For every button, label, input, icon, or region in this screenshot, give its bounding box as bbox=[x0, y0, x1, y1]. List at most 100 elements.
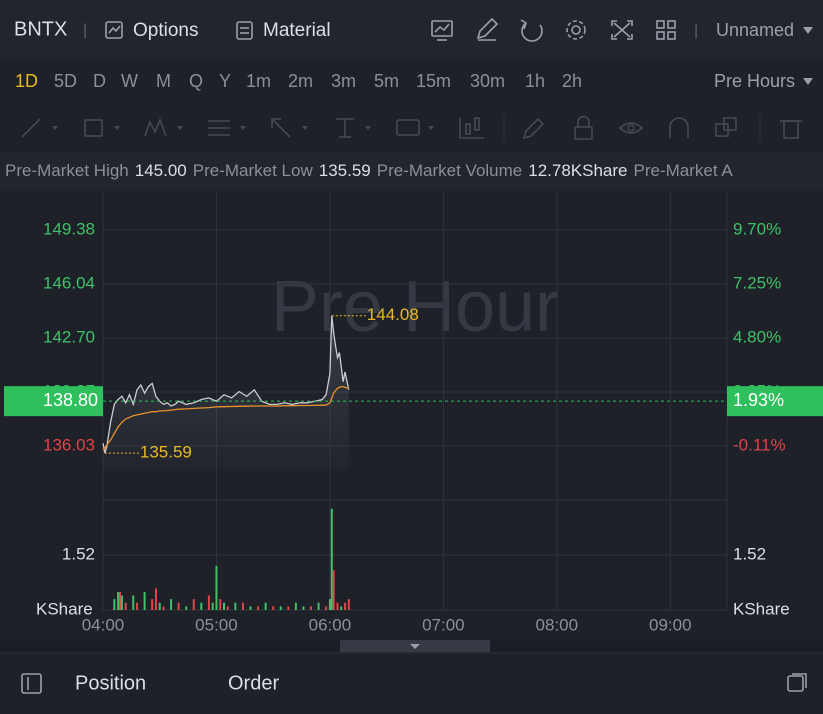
timeframe-button[interactable]: Y bbox=[219, 71, 231, 91]
volume-bar bbox=[294, 602, 297, 610]
low-annotation: 135.59 bbox=[140, 443, 192, 462]
price-area bbox=[103, 315, 349, 470]
stat-value: 135.59 bbox=[319, 161, 371, 180]
price-line bbox=[102, 315, 350, 454]
fullscreen-icon[interactable] bbox=[611, 20, 633, 40]
volume-bar bbox=[143, 591, 146, 610]
layout-name[interactable]: Unnamed bbox=[716, 20, 794, 40]
drawing-tools bbox=[21, 115, 802, 141]
options-button[interactable]: Options bbox=[133, 20, 198, 41]
volume-bar bbox=[340, 606, 343, 610]
volume-bar bbox=[241, 602, 244, 610]
x-tick-label: 04:00 bbox=[82, 615, 125, 634]
volume-bar bbox=[162, 606, 165, 610]
y-tick-label: 136.03 bbox=[43, 435, 95, 454]
current-change: 1.93% bbox=[733, 390, 784, 410]
volume-bar bbox=[154, 588, 157, 610]
volume-bar bbox=[132, 595, 135, 610]
volume-bar bbox=[336, 602, 339, 610]
position-tab[interactable]: Position bbox=[75, 672, 146, 694]
volume-bar bbox=[344, 602, 347, 610]
volume-bar bbox=[272, 606, 275, 610]
volume-bar bbox=[325, 606, 328, 610]
volume-bar bbox=[234, 602, 237, 610]
draw-icon[interactable] bbox=[476, 17, 499, 41]
timeframe-button[interactable]: W bbox=[121, 71, 138, 91]
volume-bar bbox=[219, 599, 222, 610]
volume-bar bbox=[223, 602, 226, 610]
current-price-tag bbox=[4, 386, 103, 417]
settings-icon[interactable] bbox=[566, 20, 586, 40]
y2-tick-label: 7.25% bbox=[733, 273, 781, 292]
timeframe-button[interactable]: Q bbox=[189, 71, 203, 91]
stats-line: Pre-Market High 145.00 Pre-Market Low 135.5… bbox=[5, 161, 733, 180]
volume-bar bbox=[120, 595, 123, 610]
stat-value: 12.78KShare bbox=[528, 161, 627, 180]
volume-bar bbox=[347, 599, 350, 610]
high-annotation: 144.08 bbox=[367, 305, 419, 324]
volume-unit: KShare bbox=[36, 599, 93, 618]
layout-icon[interactable] bbox=[656, 20, 676, 40]
window-icon[interactable] bbox=[787, 673, 807, 692]
scroll-caret[interactable] bbox=[410, 644, 420, 649]
timeframe-button[interactable]: 15m bbox=[416, 71, 451, 91]
volume-bar bbox=[119, 591, 122, 610]
volume-unit: KShare bbox=[733, 599, 790, 618]
volume-bar bbox=[117, 591, 120, 610]
timeframe-button[interactable]: M bbox=[156, 71, 171, 91]
x-tick-label: 09:00 bbox=[649, 615, 692, 634]
volume-bar bbox=[113, 599, 116, 610]
current-change-tag bbox=[727, 386, 823, 417]
separator: | bbox=[83, 22, 87, 39]
volume-bar bbox=[211, 602, 214, 610]
volume-bar bbox=[317, 602, 320, 610]
volume-bar bbox=[328, 599, 331, 610]
session-select[interactable]: Pre Hours bbox=[714, 71, 795, 91]
chart-icon[interactable] bbox=[431, 20, 453, 41]
timeframe-button[interactable]: 1D bbox=[15, 71, 38, 91]
volume-bar bbox=[207, 595, 210, 610]
volume-bar bbox=[302, 606, 305, 610]
dropdown-caret[interactable] bbox=[803, 27, 813, 34]
volume-bar bbox=[192, 599, 195, 610]
timeframe-button[interactable]: 1m bbox=[246, 71, 271, 91]
volume-bar bbox=[158, 602, 161, 610]
volume-bar bbox=[330, 508, 333, 610]
order-tab[interactable]: Order bbox=[228, 672, 279, 694]
options-icon[interactable] bbox=[105, 21, 123, 39]
y-tick-label: 142.70 bbox=[43, 328, 95, 347]
material-button[interactable]: Material bbox=[263, 20, 331, 41]
volume-bar bbox=[332, 570, 335, 610]
volume-bar bbox=[215, 565, 218, 610]
volume-bar bbox=[279, 606, 282, 610]
stat-label: Pre-Market Low bbox=[193, 161, 314, 180]
timeframe-button[interactable]: D bbox=[93, 71, 106, 91]
x-tick-label: 05:00 bbox=[195, 615, 238, 634]
timeframe-button[interactable]: 5m bbox=[374, 71, 399, 91]
stat-label: Pre-Market High bbox=[5, 161, 129, 180]
stat-label: Pre-Market Volume bbox=[377, 161, 523, 180]
timeframe-button[interactable]: 1h bbox=[525, 71, 545, 91]
timeframe-button[interactable]: 5D bbox=[54, 71, 77, 91]
timeframe-button[interactable]: 3m bbox=[331, 71, 356, 91]
refresh-icon[interactable] bbox=[520, 19, 543, 42]
timeframe-row: 1D 5D D W M Q Y 1m 2m 3m 5m 15m 30m 1h 2h bbox=[15, 71, 582, 91]
volume-bar bbox=[310, 606, 312, 610]
volume-bar bbox=[136, 602, 139, 610]
separator: | bbox=[694, 22, 698, 39]
watermark: Pre Hour bbox=[271, 267, 559, 347]
x-tick-label: 06:00 bbox=[309, 615, 352, 634]
x-tick-label: 08:00 bbox=[536, 615, 579, 634]
panel-toggle[interactable] bbox=[21, 673, 42, 694]
timeframe-button[interactable]: 2h bbox=[562, 71, 582, 91]
timeframe-button[interactable]: 30m bbox=[470, 71, 505, 91]
timeframe-button[interactable]: 2m bbox=[288, 71, 313, 91]
symbol[interactable]: BNTX bbox=[14, 18, 67, 40]
y2-tick-label: 4.80% bbox=[733, 327, 781, 346]
volume-bar bbox=[185, 606, 188, 610]
material-icon[interactable] bbox=[236, 21, 253, 40]
dropdown-caret[interactable] bbox=[803, 78, 813, 85]
